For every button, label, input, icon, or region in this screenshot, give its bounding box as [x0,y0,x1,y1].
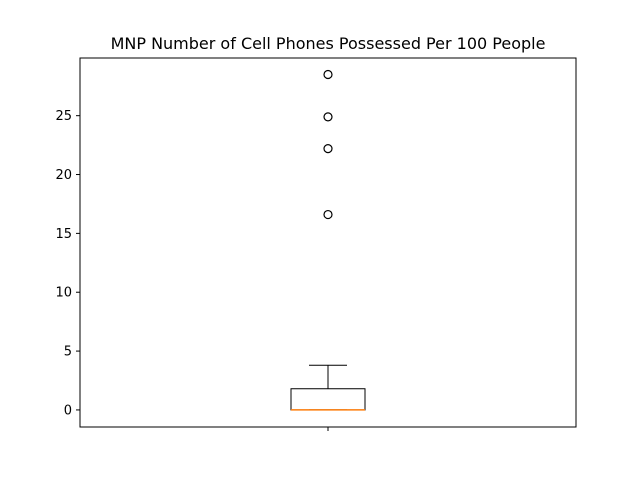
y-tick-label: 0 [64,403,72,418]
outlier-point [323,209,333,220]
y-tick-label: 25 [55,109,72,124]
y-tick-label: 10 [55,286,72,301]
plot-area: 0 5 10 15 20 25 [55,57,577,431]
outlier-point [323,69,333,80]
y-tick-label: 20 [55,168,72,183]
outlier-point [323,144,333,154]
y-tick-label: 5 [64,345,72,360]
chart-title: MNP Number of Cell Phones Possessed Per … [111,34,546,53]
outlier-point [323,112,333,122]
y-tick-label: 15 [55,227,72,242]
